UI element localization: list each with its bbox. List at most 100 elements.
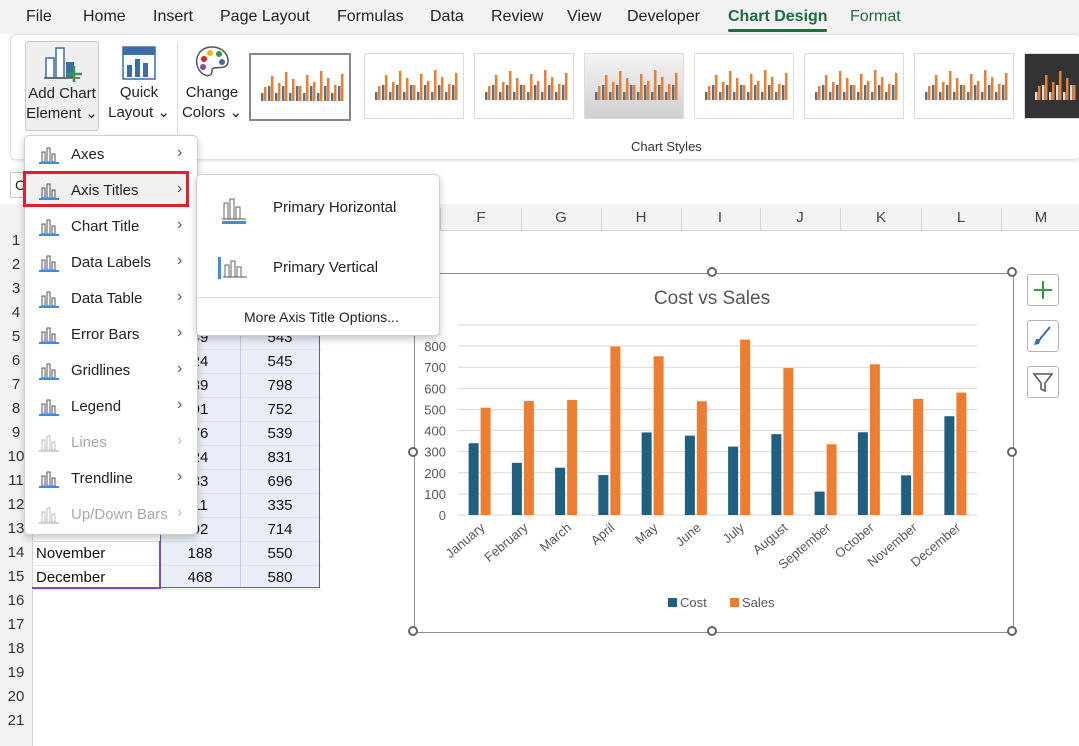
row-header-14[interactable]: 14 xyxy=(7,544,25,561)
column-header-g[interactable]: G xyxy=(555,209,567,226)
tab-view[interactable]: View xyxy=(567,8,602,25)
sales-bar xyxy=(523,401,534,515)
month-cell[interactable]: December xyxy=(36,569,106,586)
menu-item-trendline[interactable]: Trendline › xyxy=(25,461,197,497)
chart-style-thumbnail[interactable] xyxy=(914,53,1014,119)
resize-handle[interactable] xyxy=(707,267,717,277)
chart-style-thumbnail[interactable] xyxy=(474,53,574,119)
tab-format[interactable]: Format xyxy=(850,8,901,25)
row-header-3[interactable]: 3 xyxy=(11,280,21,297)
menu-item-data-table[interactable]: Data Table › xyxy=(25,281,197,317)
column-separator xyxy=(921,208,922,230)
cost-cell[interactable]: 468 xyxy=(187,569,213,586)
more-axis-title-options-item[interactable]: More Axis Title Options... xyxy=(244,309,399,325)
sales-cell[interactable]: 752 xyxy=(267,401,293,418)
column-header-i[interactable]: I xyxy=(717,209,723,226)
primary-horizontal-item[interactable]: Primary Horizontal xyxy=(273,199,397,216)
sales-cell[interactable]: 550 xyxy=(267,545,293,562)
legend-label: Cost xyxy=(680,595,707,610)
row-header-11[interactable]: 11 xyxy=(8,472,24,489)
chart-style-thumbnail[interactable] xyxy=(804,53,904,119)
row-gridline xyxy=(32,565,322,566)
sales-cell[interactable]: 335 xyxy=(267,497,293,514)
row-header-9[interactable]: 9 xyxy=(11,424,21,441)
column-header-j[interactable]: J xyxy=(796,209,804,226)
chevron-right-icon: › xyxy=(177,288,183,305)
chart-style-thumbnail[interactable] xyxy=(364,53,464,119)
cost-cell[interactable]: 188 xyxy=(187,545,213,562)
tab-chart-design[interactable]: Chart Design xyxy=(728,8,828,25)
menu-item-axes[interactable]: Axes › xyxy=(25,137,197,173)
resize-handle[interactable] xyxy=(408,626,418,636)
resize-handle[interactable] xyxy=(408,447,418,457)
menu-item-error-bars[interactable]: Error Bars › xyxy=(25,317,197,353)
quick-layout-button[interactable]: Quick Layout ⌄ xyxy=(107,41,171,123)
sales-cell[interactable]: 831 xyxy=(267,449,293,466)
row-header-1[interactable]: 1 xyxy=(11,232,21,249)
chart-styles-button[interactable] xyxy=(1027,320,1059,352)
row-header-10[interactable]: 10 xyxy=(7,448,25,465)
tab-formulas[interactable]: Formulas xyxy=(337,8,404,25)
sales-cell[interactable]: 714 xyxy=(267,521,293,538)
menu-item-chart-title[interactable]: Chart Title › xyxy=(25,209,197,245)
y-tick-label: 600 xyxy=(424,381,446,396)
cost-bar xyxy=(598,475,609,515)
add-chart-element-button[interactable]: Add Chart Element ⌄ xyxy=(25,41,99,131)
row-header-2[interactable]: 2 xyxy=(11,256,21,273)
column-header-m[interactable]: M xyxy=(1034,209,1048,226)
cost-bar xyxy=(814,491,825,515)
resize-handle[interactable] xyxy=(1007,267,1017,277)
row-header-20[interactable]: 20 xyxy=(7,688,25,705)
row-header-8[interactable]: 8 xyxy=(11,400,21,417)
menu-item-axis-titles[interactable]: Axis Titles › xyxy=(25,173,197,209)
chart-style-thumbnail[interactable] xyxy=(249,53,351,121)
menu-item-label: Axes xyxy=(71,146,105,163)
chart-style-thumbnail[interactable] xyxy=(694,53,794,119)
row-header-12[interactable]: 12 xyxy=(7,496,25,513)
tab-developer[interactable]: Developer xyxy=(627,8,700,25)
row-header-18[interactable]: 18 xyxy=(7,640,25,657)
cost-vs-sales-chart[interactable]: 0 100 200 300 400 500 600 700 800 JanuaryFebruary… xyxy=(414,273,1014,633)
column-header-h[interactable]: H xyxy=(635,209,647,226)
sales-cell[interactable]: 545 xyxy=(267,353,293,370)
column-header-l[interactable]: L xyxy=(956,209,966,226)
change-colors-button[interactable]: Change Colors ⌄ xyxy=(181,41,243,123)
column-header-f[interactable]: F xyxy=(476,209,486,226)
row-header-5[interactable]: 5 xyxy=(11,328,21,345)
chart-style-thumbnail[interactable] xyxy=(584,53,684,119)
tab-page-layout[interactable]: Page Layout xyxy=(220,8,310,25)
row-header-7[interactable]: 7 xyxy=(11,376,21,393)
row-header-15[interactable]: 15 xyxy=(7,568,25,585)
data-labels-icon xyxy=(39,255,59,272)
resize-handle[interactable] xyxy=(1007,626,1017,636)
tab-home[interactable]: Home xyxy=(83,8,126,25)
resize-handle[interactable] xyxy=(1007,447,1017,457)
chart-elements-button[interactable] xyxy=(1027,274,1059,306)
column-header-k[interactable]: K xyxy=(875,209,886,226)
month-cell[interactable]: November xyxy=(36,545,106,562)
tab-file[interactable]: File xyxy=(26,8,52,25)
row-header-6[interactable]: 6 xyxy=(11,352,21,369)
tab-insert[interactable]: Insert xyxy=(153,8,194,25)
chart-filters-button[interactable] xyxy=(1027,366,1059,398)
sales-cell[interactable]: 798 xyxy=(267,377,293,394)
row-header-21[interactable]: 21 xyxy=(7,712,25,729)
tab-data[interactable]: Data xyxy=(430,8,464,25)
tab-review[interactable]: Review xyxy=(491,8,544,25)
sales-cell[interactable]: 539 xyxy=(267,425,293,442)
row-header-19[interactable]: 19 xyxy=(7,664,25,681)
sales-cell[interactable]: 580 xyxy=(267,569,293,586)
row-header-16[interactable]: 16 xyxy=(7,592,25,609)
chart-style-thumbnail[interactable] xyxy=(1024,53,1079,119)
row-header-4[interactable]: 4 xyxy=(11,304,21,321)
row-header-13[interactable]: 13 xyxy=(7,520,25,537)
sales-cell[interactable]: 696 xyxy=(267,473,293,490)
row-header-17[interactable]: 17 xyxy=(7,616,25,633)
chevron-right-icon: › xyxy=(177,180,183,197)
chart-title[interactable]: Cost vs Sales xyxy=(653,288,771,309)
menu-item-gridlines[interactable]: Gridlines › xyxy=(25,353,197,389)
primary-vertical-item[interactable]: Primary Vertical xyxy=(273,259,379,276)
menu-item-data-labels[interactable]: Data Labels › xyxy=(25,245,197,281)
menu-item-legend[interactable]: Legend › xyxy=(25,389,197,425)
resize-handle[interactable] xyxy=(707,626,717,636)
